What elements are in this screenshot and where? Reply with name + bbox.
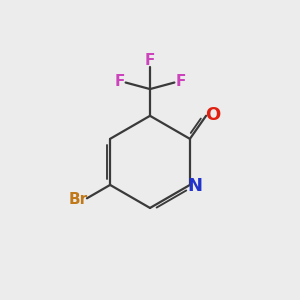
Text: F: F <box>145 53 155 68</box>
Text: N: N <box>188 177 203 195</box>
Text: F: F <box>115 74 125 89</box>
Text: Br: Br <box>69 192 88 207</box>
Text: O: O <box>205 106 220 124</box>
Text: F: F <box>175 74 185 89</box>
